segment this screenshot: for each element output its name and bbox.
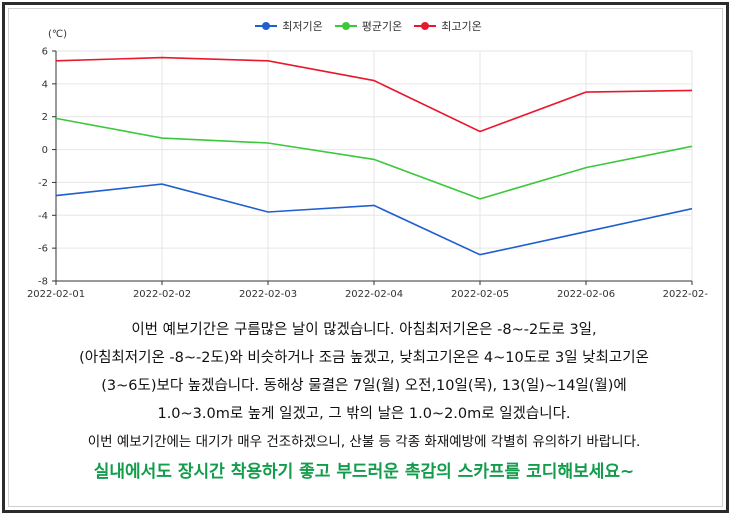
y-tick-label-3: -2: [38, 178, 48, 189]
x-tick-label-0: 2022-02-01: [27, 289, 85, 300]
forecast-line-1: 이번 예보기간은 구름많은 날이 많겠습니다. 아침최저기온은 -8~-2도로 …: [131, 322, 597, 338]
legend-label-1: 평균기온: [361, 20, 403, 33]
chart-legend: 최저기온 평균기온 최고기온: [0, 18, 737, 34]
forecast-text-block: 이번 예보기간은 구름많은 날이 많겠습니다. 아침최저기온은 -8~-2도로 …: [14, 316, 714, 488]
line-chart: -8 -6 -4 -2 0 2 4 6 2022-02-01 2022-02-02 2022-02-…: [27, 29, 708, 301]
legend-item-1[interactable]: 평균기온: [334, 18, 403, 34]
series-line-0: [55, 183, 693, 256]
x-tick-label-2: 2022-02-03: [239, 289, 297, 300]
chart-axes: -8 -6 -4 -2 0 2 4 6 2022-02-01 2022-02-02 2022-02-…: [27, 47, 708, 301]
x-tick-label-4: 2022-02-05: [451, 289, 509, 300]
legend-swatch-0: [255, 21, 278, 31]
y-tick-label-2: -4: [38, 211, 48, 222]
scarf-promo-text: 실내에서도 장시간 착용하기 좋고 부드러운 촉감의 스카프를 코디해보세요~: [93, 462, 635, 482]
legend-swatch-1: [334, 21, 357, 31]
y-tick-label-6: 4: [42, 79, 48, 90]
legend-item-0[interactable]: 최저기온: [255, 18, 323, 34]
x-tick-label-3: 2022-02-04: [345, 289, 403, 300]
y-tick-label-0: -8: [38, 277, 48, 288]
legend-item-2[interactable]: 최고기온: [414, 18, 482, 34]
legend-swatch-2: [414, 21, 437, 31]
y-axis-unit: (℃): [48, 29, 67, 40]
forecast-line-4: 1.0~3.0m로 높게 일겠고, 그 밖의 날은 1.0~2.0m로 일겠습니…: [157, 406, 571, 422]
legend-label-2: 최고기온: [441, 20, 482, 33]
x-tick-label-6: 2022-02-: [663, 289, 709, 300]
forecast-line-3: (3~6도)보다 높겠습니다. 동해상 물결은 7일(월) 오전,10일(목),…: [101, 378, 627, 394]
x-tick-label-1: 2022-02-02: [133, 289, 191, 300]
series-line-2: [55, 56, 693, 133]
legend-label-0: 최저기온: [282, 20, 323, 33]
forecast-line-2: (아침최저기온 -8~-2도)와 비슷하거나 조금 높겠고, 낮최고기온은 4~…: [79, 350, 649, 366]
frame-inner: [8, 8, 723, 507]
series-line-1: [55, 117, 693, 200]
y-tick-label-5: 2: [42, 112, 48, 123]
frame: [2, 2, 729, 513]
x-tick-label-5: 2022-02-06: [557, 289, 615, 300]
y-tick-label-1: -6: [38, 244, 48, 255]
y-tick-label-7: 6: [42, 47, 48, 58]
y-tick-label-4: 0: [42, 145, 48, 156]
forecast-line-5: 이번 예보기간에는 대기가 매우 건조하겠으니, 산불 등 각종 화재예방에 각…: [87, 434, 641, 450]
chart-series: [55, 56, 693, 256]
